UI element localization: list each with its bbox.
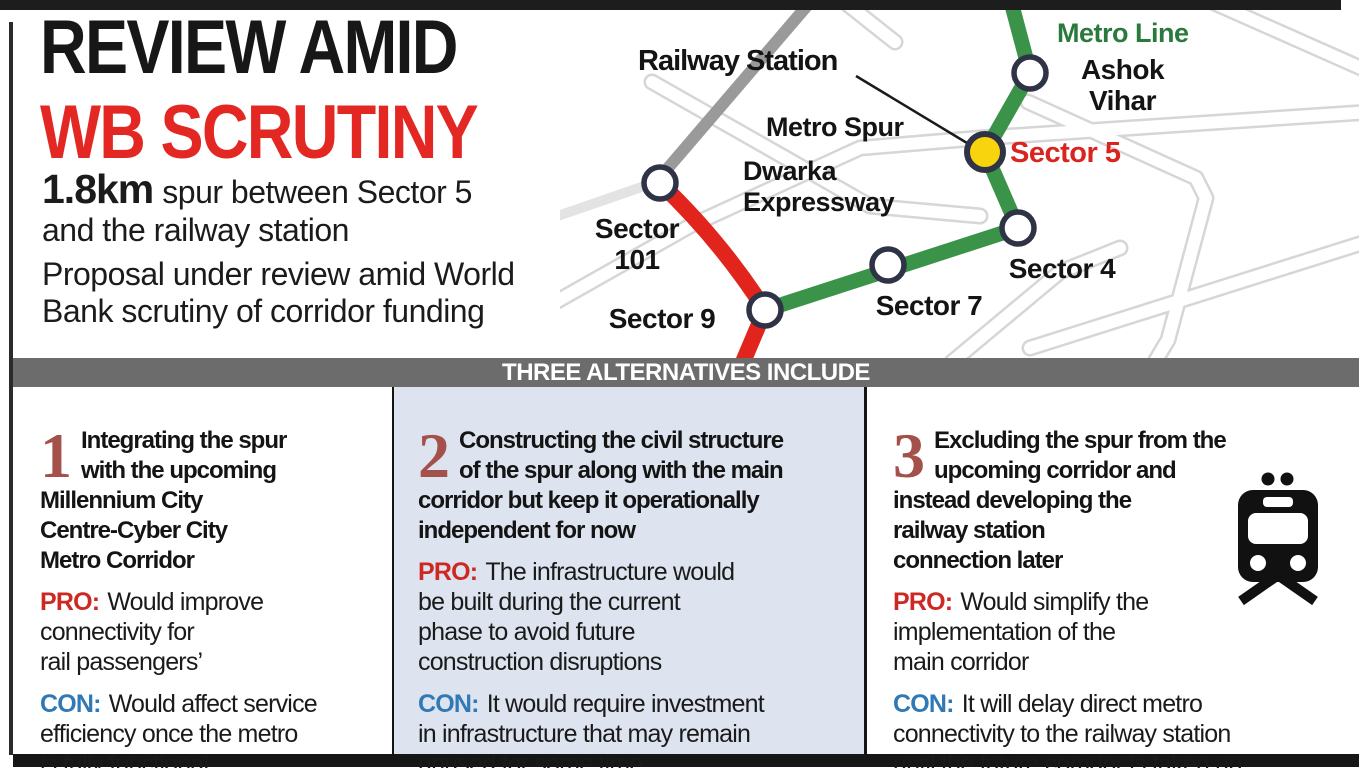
label-metro-spur: Metro Spur bbox=[766, 112, 904, 142]
station-marker-ashok-vihar bbox=[1011, 54, 1049, 92]
label-sector-5: Sector 5 bbox=[1010, 137, 1121, 169]
station-marker-sector-101 bbox=[641, 164, 679, 202]
alternative-1-number: 1 bbox=[40, 420, 72, 491]
pro-label: PRO: bbox=[893, 588, 953, 616]
title-line-1: REVIEW AMID bbox=[40, 5, 458, 90]
alternative-2-card: 2 Constructing the civil structure of the… bbox=[394, 387, 867, 768]
bottom-frame-bar bbox=[13, 754, 1359, 767]
con-label: CON: bbox=[418, 690, 479, 718]
alternatives-band-title: THREE ALTERNATIVES INCLUDE bbox=[502, 359, 870, 386]
alternative-1-con: CON: Would affect service efficiency once… bbox=[40, 690, 318, 768]
label-railway-station: Railway Station bbox=[638, 45, 838, 77]
alternative-3-card: 3 Excluding the spur from the upcoming co… bbox=[867, 387, 1359, 768]
train-icon bbox=[1238, 472, 1318, 605]
station-marker-sector-4 bbox=[999, 209, 1037, 247]
alternative-2-con: CON: It would require investment in infra… bbox=[418, 690, 765, 768]
alternative-3-number: 3 bbox=[893, 420, 925, 491]
alternative-3-pro: PRO: Would simplify the implementation of… bbox=[893, 588, 1149, 676]
alternative-2-number: 2 bbox=[418, 420, 450, 491]
label-ashok-vihar: Ashok Vihar bbox=[1080, 54, 1165, 116]
alternative-3-con: CON: It will delay direct metro connectiv… bbox=[893, 690, 1242, 768]
column-divider-2 bbox=[864, 387, 867, 754]
pro-label: PRO: bbox=[418, 558, 478, 586]
railway-line-faint bbox=[560, 177, 658, 221]
alternative-1-heading: 1 Integrating the spur with the upcoming … bbox=[40, 420, 287, 575]
alternatives-section: 1 Integrating the spur with the upcoming … bbox=[13, 387, 1359, 768]
alternative-3-heading: 3 Excluding the spur from the upcoming co… bbox=[893, 420, 1227, 575]
spur-length-stat: 1.8km spur between Sector 5 and the railw… bbox=[42, 169, 582, 249]
alternative-1-card: 1 Integrating the spur with the upcoming … bbox=[13, 387, 392, 768]
label-sector-101: Sector 101 bbox=[594, 213, 680, 275]
alternatives-band: THREE ALTERNATIVES INCLUDE bbox=[13, 358, 1359, 387]
station-marker-sector-5-spur bbox=[964, 131, 1006, 173]
roads-layer bbox=[560, 10, 1359, 358]
station-marker-sector-9 bbox=[746, 291, 784, 329]
review-note: Proposal under review amid World Bank sc… bbox=[42, 256, 515, 329]
left-frame-border bbox=[9, 22, 13, 755]
stat-value: 1.8km bbox=[42, 166, 154, 212]
station-marker-sector-7 bbox=[869, 246, 907, 284]
page-title: REVIEW AMID WB SCRUTINY bbox=[40, 5, 554, 186]
railway-line bbox=[651, 10, 812, 186]
pro-label: PRO: bbox=[40, 588, 100, 616]
alternative-1-pro: PRO: Would improve connectivity for rail … bbox=[40, 588, 264, 676]
con-label: CON: bbox=[40, 690, 101, 718]
con-label: CON: bbox=[893, 690, 954, 718]
label-metro-line: Metro Line bbox=[1057, 18, 1189, 48]
label-sector-9: Sector 9 bbox=[608, 303, 716, 334]
label-sector-7: Sector 7 bbox=[875, 290, 983, 321]
stat-text: spur between Sector 5 and the railway st… bbox=[42, 174, 472, 248]
top-frame-bar bbox=[0, 0, 1341, 10]
label-sector-4: Sector 4 bbox=[1008, 253, 1116, 284]
column-divider-1 bbox=[392, 387, 395, 754]
title-line-2: WB SCRUTINY bbox=[40, 90, 479, 175]
alternative-2-heading: 2 Constructing the civil structure of the… bbox=[418, 420, 784, 545]
metro-map: Railway Station Metro Spur Dwarka Expres… bbox=[560, 10, 1359, 358]
station-markers bbox=[641, 54, 1049, 329]
alternative-2-pro: PRO: The infrastructure would be built du… bbox=[418, 558, 735, 676]
map-graphic bbox=[560, 10, 1359, 358]
railway-station-pointer bbox=[855, 74, 968, 145]
label-dwarka-expressway: Dwarka Expressway bbox=[743, 156, 895, 217]
